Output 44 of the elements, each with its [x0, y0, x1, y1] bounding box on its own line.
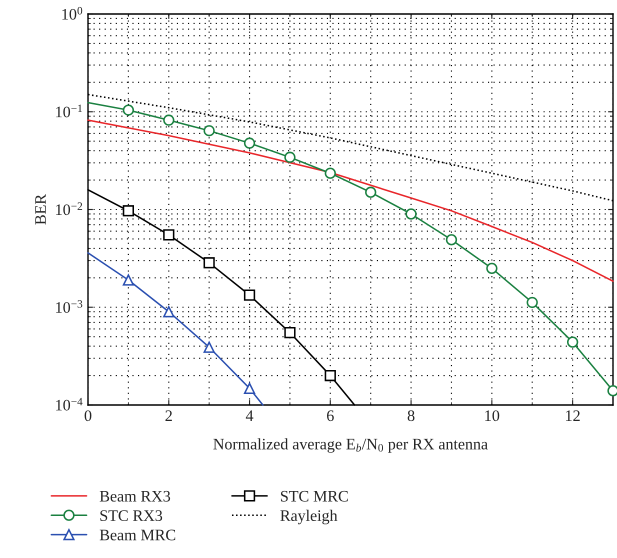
point [244, 382, 256, 394]
point [324, 370, 336, 382]
legend-label: Beam MRC [100, 530, 176, 540]
point [324, 168, 336, 179]
point [405, 208, 417, 220]
point [244, 138, 256, 149]
point [204, 342, 215, 353]
line-series [87, 119, 614, 282]
point [122, 274, 134, 286]
x-tick-label: 8 [408, 410, 414, 422]
legend-label: Beam RX3 [100, 490, 170, 502]
legend-label: STC RX3 [100, 510, 162, 522]
x-axis-title: Normalized average E$_{b}$/N$_{0}$ per RX antenna [213, 438, 488, 453]
y-axis-title: BER [35, 194, 46, 225]
point [607, 385, 617, 396]
x-tick-label: 0 [84, 410, 92, 422]
x-tick-label: 4 [246, 410, 254, 421]
y-tick-label: 10$^{0}$ [62, 6, 82, 20]
legend-label: STC MRC [280, 490, 348, 502]
y-tick-label: 10$^{−2}$ [56, 202, 82, 216]
point [122, 104, 134, 116]
point [446, 234, 458, 246]
point [526, 296, 538, 308]
point [244, 290, 256, 301]
point [566, 336, 578, 348]
x-tick-label: 6 [327, 410, 334, 422]
point [122, 205, 134, 216]
point [163, 229, 174, 241]
legend-label: Rayleigh [280, 510, 338, 524]
line-series [87, 252, 264, 406]
point [365, 186, 376, 198]
point [284, 327, 296, 338]
x-tick-label: 10 [485, 410, 500, 422]
y-tick-label: 10$^{−1}$ [56, 104, 82, 118]
point [163, 114, 174, 126]
point [284, 152, 296, 163]
point [204, 257, 215, 268]
point [204, 125, 215, 136]
point [486, 262, 498, 274]
y-tick-label: 10$^{−3}$ [56, 300, 82, 313]
point [163, 306, 174, 318]
x-tick-label: 12 [566, 410, 580, 421]
y-tick-label: 10$^{−4}$ [56, 398, 83, 411]
x-tick-label: 2 [165, 410, 172, 421]
